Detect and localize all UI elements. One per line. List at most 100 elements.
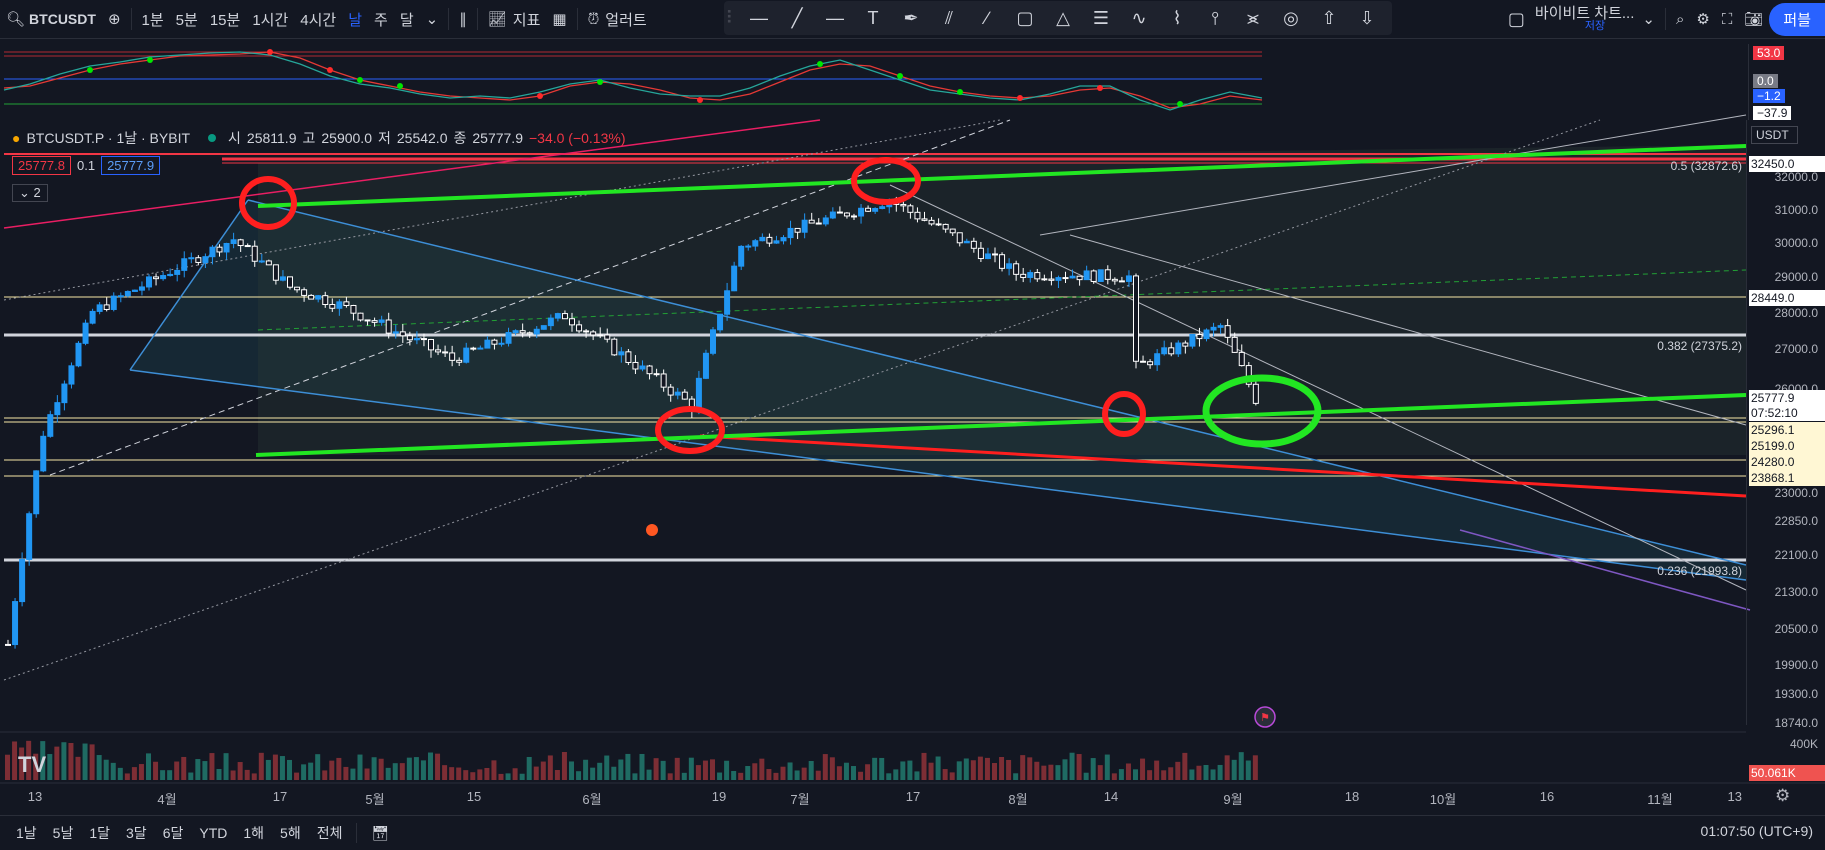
legend-open: 25811.9: [246, 130, 297, 146]
candle-body: [858, 207, 865, 217]
path-tool-icon[interactable]: ⪤: [1247, 7, 1259, 28]
volume-bar: [1238, 752, 1244, 780]
currency-button[interactable]: USDT: [1751, 126, 1798, 144]
candle-body: [131, 289, 138, 292]
layout-saved-label: 저장: [1584, 20, 1606, 32]
interval-1h[interactable]: 1시간: [252, 11, 289, 29]
candle-body: [1006, 263, 1013, 269]
indicators-button[interactable]: 📈︎ 지표: [482, 4, 547, 34]
range-1m[interactable]: 1달: [89, 825, 111, 841]
candle-body: [787, 227, 794, 239]
horizontal-line-tool-icon[interactable]: ―: [750, 7, 768, 28]
text-tool-icon[interactable]: T: [867, 7, 879, 28]
snapshot-button[interactable]: 📷︎: [1738, 4, 1769, 34]
candle-body: [1041, 278, 1048, 281]
pattern-tool-icon[interactable]: ∿: [1131, 7, 1147, 28]
price-pane: ⚑ 0.5 (32872.6) 0.382 (27375.2) 0.236 (2…: [3, 114, 1751, 728]
settings-button[interactable]: ⚙: [1690, 4, 1715, 34]
brush-tool-icon[interactable]: ✒: [903, 7, 919, 28]
volume-bar: [209, 753, 215, 780]
range-5d[interactable]: 5날: [52, 825, 74, 841]
candle-body: [1224, 325, 1231, 338]
time-axis[interactable]: 13 4월 17 5월 15 6월 19 7월 17 8월 14 9월 18 1…: [0, 783, 1790, 811]
range-5y[interactable]: 5해: [280, 825, 301, 841]
rectangle-tool-icon[interactable]: ▢: [1016, 7, 1034, 28]
candle-body: [33, 470, 40, 515]
ray-tool-icon[interactable]: ∕: [985, 7, 989, 28]
interval-4h[interactable]: 4시간: [300, 11, 337, 29]
chart-type-button[interactable]: ∥: [453, 4, 473, 34]
volume-bar: [167, 770, 173, 780]
collapse-icon[interactable]: ●: [12, 130, 21, 146]
legend-close: 25777.9: [472, 130, 523, 146]
range-1y[interactable]: 1해: [243, 825, 265, 841]
fib-retracement-tool-icon[interactable]: ☰: [1092, 7, 1110, 28]
candle-body: [251, 245, 258, 262]
fullscreen-button[interactable]: ⛶: [1716, 4, 1739, 34]
ask-price-badge[interactable]: 25777.9: [101, 156, 161, 175]
arrow-up-tool-icon[interactable]: ⇧: [1321, 7, 1337, 28]
candle-body: [1140, 360, 1147, 363]
interval-15m[interactable]: 15분: [209, 11, 241, 29]
indicators-label: 지표: [512, 11, 541, 29]
elliott-wave-tool-icon[interactable]: ⌇: [1172, 7, 1182, 28]
legend-title[interactable]: BTCUSDT.P · 1날 · BYBIT: [26, 130, 191, 146]
volume-bar: [484, 767, 490, 780]
camera-icon: 📷︎: [1744, 11, 1764, 28]
interval-5m[interactable]: 5분: [175, 11, 198, 29]
long-position-tool-icon[interactable]: ⫯: [1211, 7, 1219, 28]
horizontal-ray-tool-icon[interactable]: —: [826, 7, 844, 28]
templates-button[interactable]: ▦: [546, 4, 572, 34]
volume-bar: [984, 757, 990, 780]
volume-bar: [963, 758, 969, 780]
candle-body: [1048, 278, 1055, 281]
volume-bar: [1118, 769, 1124, 780]
alert-button[interactable]: ⏰︎ 얼러트: [582, 4, 653, 34]
candle-body: [1020, 273, 1027, 278]
range-1d[interactable]: 1날: [16, 825, 37, 841]
range-3m[interactable]: 3달: [126, 825, 147, 841]
price-tick: 18740.0: [1774, 716, 1818, 730]
trend-line-tool-icon[interactable]: ╱: [791, 7, 803, 28]
interval-1m[interactable]: 1분: [141, 11, 164, 29]
symbol-search[interactable]: 🔍︎ BTCUSDT: [0, 4, 102, 34]
range-all[interactable]: 전체: [316, 825, 343, 841]
quick-search-button[interactable]: ⌕: [1670, 4, 1690, 34]
event-flag-icon[interactable]: [1254, 706, 1276, 728]
interval-dropdown[interactable]: ⌄: [420, 4, 445, 34]
timezone-clock[interactable]: 01:07:50 (UTC+9): [1700, 823, 1813, 839]
compare-symbol-button[interactable]: ⊕: [102, 4, 127, 34]
interval-1M[interactable]: 달: [399, 11, 414, 29]
grey-descending-line-1: [889, 184, 1747, 591]
top-right-controls: ▢ 바이비트 차트... 저장 ⌄ ⌕ ⚙ ⛶ 📷︎ 퍼블: [1502, 0, 1825, 38]
volume-bar: [195, 759, 201, 780]
hidden-indicators-toggle[interactable]: ⌄ 2: [12, 184, 48, 202]
volume-bar: [1140, 758, 1146, 780]
arrow-down-tool-icon[interactable]: ⇩: [1359, 7, 1375, 28]
volume-bar: [1027, 757, 1033, 780]
triangle-tool-icon[interactable]: △: [1056, 7, 1070, 28]
candle-body: [61, 383, 68, 404]
goto-date-calendar-icon[interactable]: 📅︎: [371, 824, 390, 841]
publish-button[interactable]: 퍼블: [1769, 2, 1825, 36]
channel-tool-icon[interactable]: ⫽: [944, 7, 954, 28]
legend-close-label: 종: [453, 130, 467, 146]
volume-bar: [322, 770, 328, 780]
price-axis[interactable]: USDT 32000.0 31000.0 30000.0 29000.0 280…: [1746, 120, 1825, 781]
range-6m[interactable]: 6달: [162, 825, 184, 841]
interval-1d[interactable]: 날: [348, 11, 363, 29]
drag-handle-icon[interactable]: ⠇: [725, 7, 739, 28]
bid-price-badge[interactable]: 25777.8: [12, 156, 71, 175]
cycle-tool-icon[interactable]: ◎: [1283, 7, 1299, 28]
price-tick: 20500.0: [1774, 622, 1818, 636]
axis-settings-gear-icon[interactable]: ⚙: [1775, 786, 1791, 805]
candle-body: [216, 246, 223, 253]
layout-button[interactable]: ▢ 바이비트 차트... 저장 ⌄: [1502, 4, 1661, 34]
price-box-current: 25777.9: [1749, 390, 1825, 406]
candle-body: [1076, 275, 1083, 281]
volume-bar: [202, 761, 208, 780]
volume-bar: [865, 764, 871, 780]
interval-1w[interactable]: 주: [374, 11, 388, 29]
range-ytd[interactable]: YTD: [199, 825, 228, 841]
